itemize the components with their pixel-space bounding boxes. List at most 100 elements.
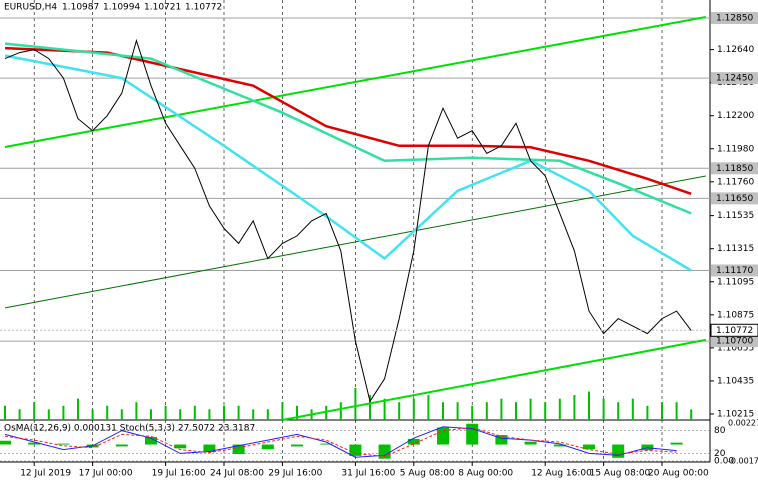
x-tick-label: 12 Jul 2019 bbox=[20, 469, 71, 479]
osma-bar bbox=[349, 444, 362, 456]
volume-bar bbox=[442, 402, 444, 420]
trend-line bbox=[4, 175, 706, 309]
volume-bar bbox=[485, 402, 488, 420]
level-label: 1.10700 bbox=[716, 337, 753, 347]
volume-bar bbox=[47, 409, 50, 420]
volume-bar bbox=[4, 405, 6, 420]
volume-bar bbox=[471, 405, 474, 420]
volume-bar bbox=[675, 402, 678, 420]
x-tick-label: 12 Aug 16:00 bbox=[531, 469, 592, 479]
chart-title: EURUSD,H4 bbox=[4, 3, 57, 13]
osma-bar bbox=[145, 436, 157, 445]
x-tick-label: 5 Aug 08:00 bbox=[400, 469, 455, 479]
volume-bar bbox=[223, 405, 225, 420]
volume-bar bbox=[646, 405, 649, 420]
moving-average bbox=[4, 42, 692, 215]
volume-bar bbox=[77, 398, 79, 420]
osma-bar bbox=[553, 444, 566, 447]
volume-bar bbox=[120, 409, 123, 420]
volume-bar bbox=[369, 395, 371, 420]
level-box bbox=[711, 12, 758, 25]
osma-bar bbox=[524, 441, 537, 445]
y-tick-label: 1.12640 bbox=[717, 45, 754, 55]
volume-bar bbox=[529, 398, 532, 420]
volume-bar bbox=[500, 398, 503, 420]
level-label: 1.11650 bbox=[716, 194, 753, 204]
osma-tick-label: -0.00174045 bbox=[728, 457, 758, 466]
stoch-tick-label: 80 bbox=[714, 426, 726, 436]
level-box bbox=[711, 162, 758, 175]
stoch-line bbox=[4, 426, 677, 458]
price-line bbox=[4, 38, 692, 403]
volume-bar bbox=[602, 398, 605, 420]
volume-bar bbox=[18, 409, 21, 420]
volume-bar bbox=[106, 405, 109, 420]
osma-bar bbox=[437, 427, 449, 445]
y-tick-label: 1.11095 bbox=[717, 277, 754, 287]
y-tick-label: 1.10655 bbox=[717, 343, 754, 353]
y-tick-label: 1.11535 bbox=[717, 211, 754, 221]
volume-bar bbox=[558, 398, 561, 420]
level-label: 1.11170 bbox=[716, 266, 753, 276]
stoch-tick-label: 0.00 bbox=[714, 457, 734, 467]
x-tick-label: 19 Jul 16:00 bbox=[152, 469, 206, 479]
osma-bar bbox=[115, 444, 128, 447]
x-tick-label: 17 Jul 00:00 bbox=[79, 469, 133, 479]
y-tick-label: 1.11980 bbox=[717, 144, 754, 154]
volume-bar bbox=[33, 402, 36, 420]
osma-bar bbox=[583, 444, 595, 450]
volume-bar bbox=[412, 398, 415, 420]
y-tick-label: 1.11315 bbox=[717, 244, 754, 254]
indicator-label: OsMA(12,26,9) 0.000131 Stoch(5,3,3) 27.5… bbox=[4, 424, 255, 434]
stoch-tick-label: 20 bbox=[714, 449, 726, 459]
ohlc-value: 1.10987 bbox=[62, 3, 99, 13]
volume-bar bbox=[690, 409, 693, 420]
osma-bar bbox=[174, 444, 187, 449]
osma-bar bbox=[670, 442, 683, 445]
volume-bar bbox=[193, 405, 196, 420]
y-tick-label: 1.10875 bbox=[717, 310, 754, 320]
level-label: 1.12850 bbox=[716, 14, 753, 24]
volume-bar bbox=[573, 395, 576, 420]
volume-bar bbox=[325, 405, 328, 420]
level-label: 1.12450 bbox=[716, 74, 753, 84]
level-box bbox=[711, 335, 758, 348]
volume-bar bbox=[179, 409, 182, 420]
x-tick-label: 31 Jul 16:00 bbox=[341, 469, 395, 479]
volume-bar bbox=[544, 402, 547, 420]
osma-bar bbox=[57, 443, 70, 445]
volume-bar bbox=[150, 409, 152, 420]
osma-bar bbox=[0, 440, 11, 445]
level-box bbox=[711, 264, 758, 277]
ohlc-value: 1.10772 bbox=[185, 3, 222, 13]
ohlc-value: 1.10994 bbox=[103, 3, 140, 13]
osma-bar bbox=[407, 438, 420, 445]
osma-tick-label: 0.00227734 bbox=[728, 419, 758, 428]
volume-bar bbox=[631, 398, 634, 420]
osma-bar bbox=[466, 423, 479, 445]
plot bbox=[0, 0, 710, 462]
y-tick-label: 1.11760 bbox=[717, 177, 754, 187]
volume-bar bbox=[661, 402, 663, 420]
y-tick-label: 1.12200 bbox=[717, 111, 754, 121]
volume-bar bbox=[281, 402, 284, 420]
x-tick-label: 8 Aug 00:00 bbox=[458, 469, 513, 479]
osma-bar bbox=[28, 442, 41, 445]
level-box bbox=[711, 72, 758, 85]
volume-bar bbox=[237, 405, 240, 420]
volume-bar bbox=[252, 409, 255, 420]
volume-bar bbox=[515, 402, 517, 420]
level-box bbox=[711, 192, 758, 205]
volume-bar bbox=[266, 409, 269, 420]
volume-bar bbox=[91, 409, 94, 420]
volume-bar bbox=[135, 402, 138, 420]
volume-bar bbox=[62, 405, 65, 420]
x-tick-label: 24 Jul 08:00 bbox=[210, 469, 264, 479]
osma-bar bbox=[495, 435, 508, 445]
volume-bar bbox=[164, 405, 167, 420]
y-tick-label: 1.10215 bbox=[717, 409, 754, 419]
volume-bar bbox=[383, 398, 386, 420]
volume-bar bbox=[208, 409, 211, 420]
current-price-label: 1.10772 bbox=[716, 326, 753, 336]
